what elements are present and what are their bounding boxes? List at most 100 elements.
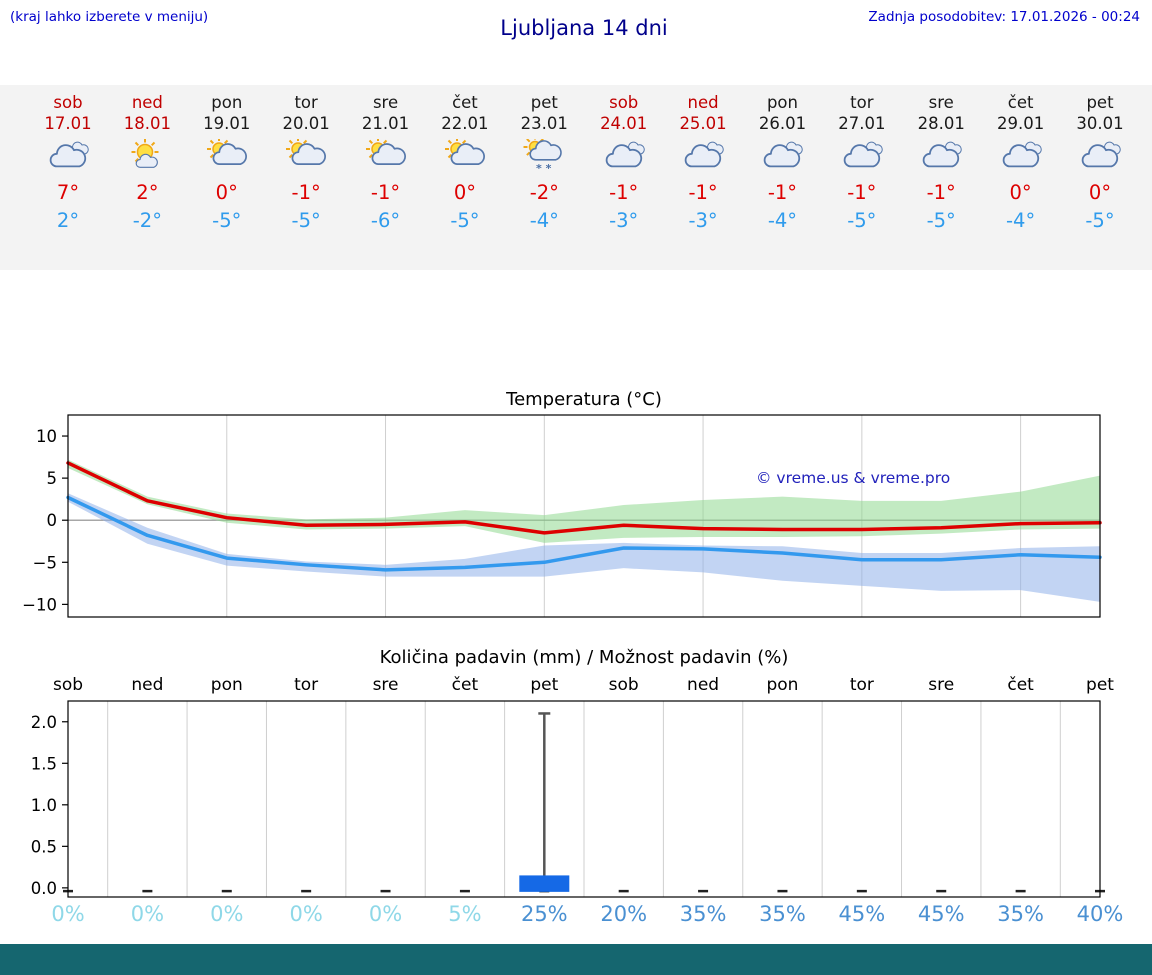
day-high-temp: -1°: [767, 181, 798, 204]
day-date: 21.01: [361, 114, 410, 133]
precipitation-chart-svg: 2.0 1.5 1.0 0.5 0.0: [31, 700, 1105, 898]
partly-sunny-icon: [346, 137, 426, 177]
day-low-temp: -4°: [1006, 209, 1036, 232]
cloudy-icon: [28, 139, 108, 177]
temperature-chart-title: Temperatura (°C): [506, 389, 662, 410]
precip-probability: 45%: [838, 902, 886, 926]
precip-bar: [519, 875, 570, 892]
zero-precip-mark: [380, 889, 391, 893]
precip-probability: 35%: [759, 902, 806, 926]
snow-shower-icon: * *: [504, 135, 584, 177]
precip-probability: 25%: [520, 902, 568, 926]
precip-day-label: sob: [608, 675, 639, 695]
temperature-chart: 10 5 0 −5 −10 © vreme.us & vreme.pro: [0, 414, 1152, 624]
day-date: 25.01: [679, 114, 727, 133]
day-high-temp: -1°: [370, 181, 401, 204]
day-high-temp: -1°: [926, 181, 956, 204]
cloudy-icon: [901, 139, 981, 177]
day-low-temp: 2°: [56, 209, 80, 232]
temperature-chart-svg: 10 5 0 −5 −10 © vreme.us & vreme.pro: [22, 414, 1102, 618]
day-high-temp: 0°: [1009, 181, 1032, 204]
day-date: 22.01: [441, 114, 489, 133]
day-column-21.01: sre 21.01 -1° -6°: [346, 92, 426, 233]
temp-plot-border: [67, 414, 1101, 618]
day-name: sob: [53, 93, 83, 112]
day-name: tor: [294, 93, 318, 112]
day-name: sre: [372, 93, 399, 112]
day-name: ned: [687, 93, 719, 112]
day-date: 18.01: [123, 114, 171, 133]
forecast-strip: sob 17.01 7° 2° ned 18.01 2° -2° pon 19.01 0° -5° to…: [0, 85, 1152, 270]
zero-precip-mark: [221, 889, 232, 893]
day-column-18.01: ned 18.01 2° -2°: [107, 92, 187, 233]
precip-day-label: tor: [849, 675, 874, 695]
day-name: pon: [766, 93, 798, 112]
precip-day-label: sob: [52, 675, 84, 695]
partly-sunny-icon: [425, 137, 505, 177]
max-range-band: [68, 459, 1100, 543]
day-low-temp: -3°: [609, 209, 639, 232]
precip-probability: 40%: [1076, 902, 1124, 926]
day-low-temp: -5°: [291, 209, 321, 232]
mostly-sunny-icon: [107, 138, 187, 177]
day-date: 28.01: [917, 114, 965, 133]
day-name: tor: [850, 93, 874, 112]
day-date: 20.01: [282, 114, 330, 133]
day-column-24.01: sob 24.01 -1° -3°: [584, 92, 664, 233]
day-high-temp: -2°: [529, 181, 559, 204]
day-date: 30.01: [1076, 114, 1124, 133]
day-low-temp: -4°: [767, 209, 798, 232]
precip-probability: 0%: [368, 902, 403, 926]
precip-probability: 35%: [997, 902, 1044, 926]
precip-day-label: sre: [372, 675, 399, 695]
zero-precip-mark: [459, 889, 470, 893]
day-name: čet: [452, 93, 478, 112]
zero-precip-mark: [1015, 889, 1026, 893]
precip-day-label: ned: [131, 675, 164, 695]
day-low-temp: -6°: [370, 209, 401, 232]
precip-probability: 0%: [51, 902, 85, 926]
day-column-28.01: sre 28.01 -1° -5°: [901, 92, 981, 233]
day-name: čet: [1007, 93, 1034, 112]
precip-probability: 35%: [679, 902, 727, 926]
day-high-temp: -1°: [291, 181, 321, 204]
partly-sunny-icon: [266, 137, 346, 177]
zero-precip-mark: [698, 889, 709, 893]
precip-probability: 0%: [130, 902, 165, 926]
day-high-temp: -1°: [688, 181, 718, 204]
zero-precip-mark: [618, 889, 629, 893]
min-temperature-line: [66, 495, 1102, 572]
temp-y-tick-label: 5: [47, 469, 58, 488]
svg-text:* *: * *: [536, 162, 552, 173]
min-range-band: [68, 493, 1100, 602]
day-column-25.01: ned 25.01 -1° -3°: [663, 92, 743, 233]
precip-y-tick-label: 1.0: [31, 796, 57, 815]
day-column-23.01: pet 23.01 * * -2° -4°: [504, 92, 584, 233]
day-date: 17.01: [44, 114, 92, 133]
temp-y-tick-label: −5: [33, 553, 57, 572]
day-low-temp: -5°: [450, 209, 480, 232]
day-column-20.01: tor 20.01 -1° -5°: [266, 92, 346, 233]
day-name: ned: [131, 93, 163, 112]
day-high-temp: 0°: [1088, 181, 1112, 204]
cloudy-icon: [1060, 139, 1140, 177]
partly-sunny-icon: [187, 137, 267, 177]
precip-day-label: pon: [766, 675, 799, 695]
day-high-temp: 0°: [453, 181, 476, 204]
zero-precip-mark: [936, 889, 947, 893]
precip-probability: 0%: [210, 902, 244, 926]
max-temperature-line: [66, 461, 1102, 535]
day-low-temp: -2°: [132, 209, 162, 232]
day-high-temp: -1°: [609, 181, 639, 204]
day-low-temp: -4°: [529, 209, 559, 232]
day-column-17.01: sob 17.01 7° 2°: [28, 92, 108, 233]
precip-day-label: čet: [1007, 675, 1034, 695]
day-date: 27.01: [838, 114, 886, 133]
precip-day-label: pet: [530, 675, 559, 695]
day-column-22.01: čet 22.01 0° -5°: [425, 92, 505, 233]
precip-day-label: čet: [451, 675, 479, 695]
page-title: Ljubljana 14 dni: [500, 16, 668, 40]
cloudy-icon: [742, 139, 822, 177]
day-column-26.01: pon 26.01 -1° -4°: [742, 92, 822, 233]
precip-y-tick-label: 0.0: [31, 879, 57, 898]
